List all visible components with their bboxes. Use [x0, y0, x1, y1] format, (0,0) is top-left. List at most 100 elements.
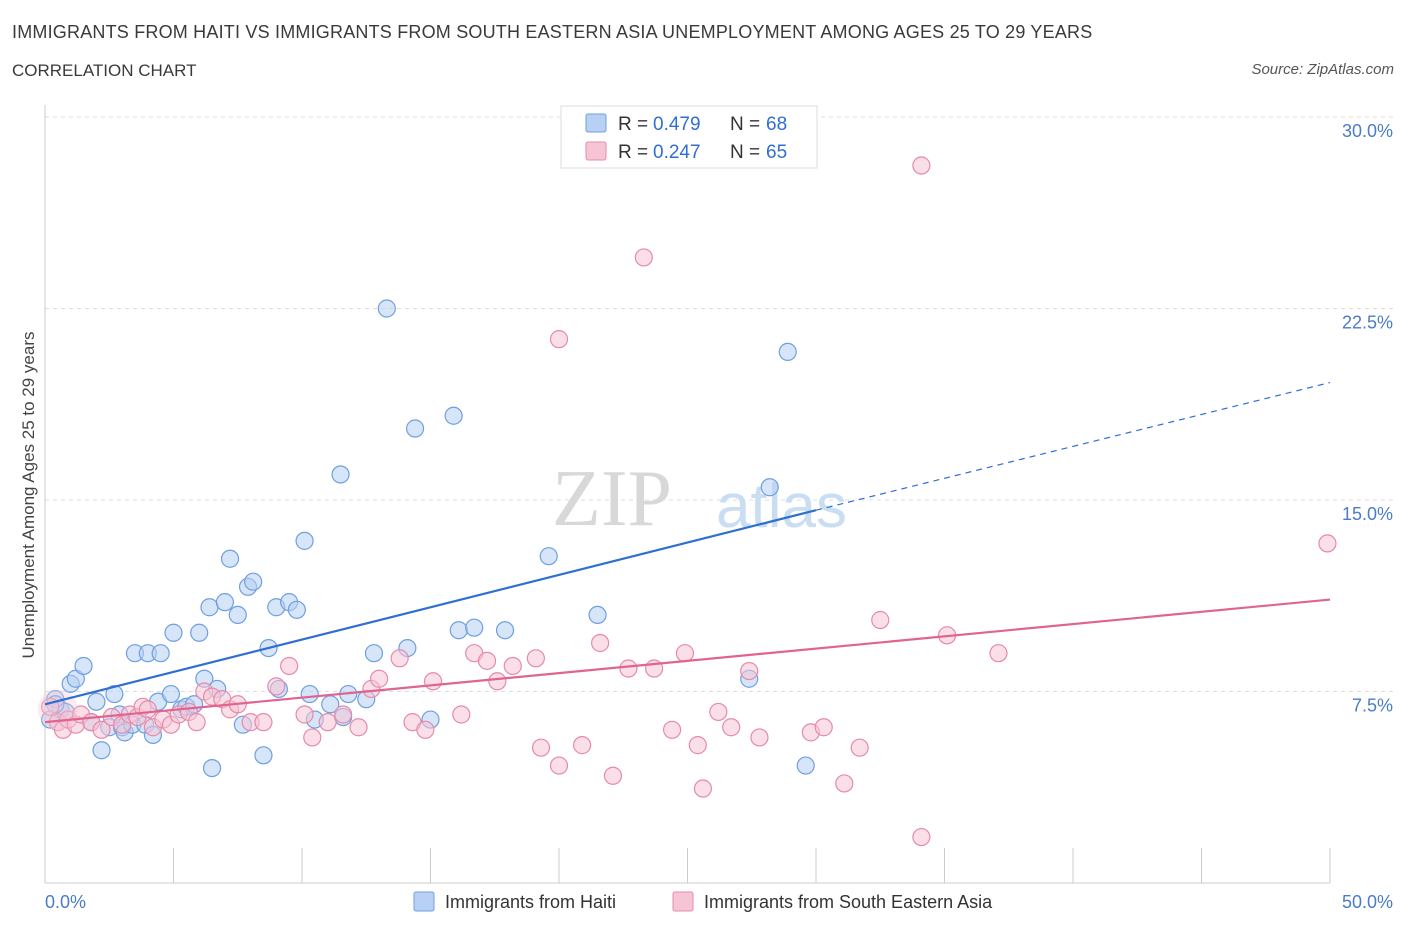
- haiti-r-label: R =: [618, 114, 648, 135]
- sea-point: [549, 330, 569, 349]
- sea-point: [750, 728, 769, 747]
- sea-point: [254, 713, 273, 732]
- haiti-point: [449, 621, 468, 640]
- axes: [44, 105, 1331, 884]
- y-tick-label-1: 15.0%: [1342, 504, 1393, 524]
- y-axis-label: Unemployment Among Ages 25 to 29 years: [19, 332, 38, 659]
- sea-point: [452, 705, 471, 724]
- legend-haiti-swatch: [413, 891, 435, 912]
- haiti-point: [215, 593, 234, 612]
- haiti-point: [539, 547, 558, 566]
- sea-point: [526, 649, 545, 668]
- sea-point: [912, 827, 931, 847]
- sea-point: [477, 651, 497, 670]
- haiti-n-value: 68: [766, 114, 787, 135]
- sea-point: [1318, 534, 1337, 553]
- gridlines: [45, 116, 1395, 692]
- correlation-legend: R = 0.479 N = 68 R = 0.247 N = 65: [560, 105, 818, 169]
- x-tick-label-0: 0.0%: [45, 892, 86, 912]
- haiti-point: [405, 419, 425, 438]
- sea-point: [722, 718, 741, 737]
- sea-point: [850, 738, 869, 757]
- sea-point: [693, 779, 713, 798]
- sea-point: [709, 702, 728, 722]
- haiti-point: [778, 342, 797, 362]
- sea-point: [835, 774, 854, 793]
- y-tick-label-3: 30.0%: [1342, 121, 1393, 141]
- series-legend: Immigrants from Haiti Immigrants from So…: [413, 891, 993, 912]
- haiti-point: [220, 549, 240, 568]
- haiti-point: [105, 684, 124, 704]
- haiti-point: [444, 406, 463, 425]
- sea-point: [531, 738, 551, 757]
- x-tick-labels: 0.0% 50.0%: [45, 892, 1393, 912]
- sea-point: [349, 718, 368, 737]
- sea-point: [334, 705, 353, 724]
- sea-point: [423, 672, 443, 691]
- haiti-trend-line: [44, 509, 817, 706]
- sea-point: [488, 672, 507, 691]
- haiti-point: [295, 531, 314, 550]
- sea-n-value: 65: [766, 142, 787, 163]
- haiti-point: [244, 572, 263, 591]
- watermark: ZIP atlas: [552, 455, 847, 543]
- sea-trend-line: [44, 598, 1331, 724]
- haiti-point: [465, 618, 484, 637]
- y-tick-label-0: 7.5%: [1352, 696, 1393, 716]
- sea-points: [37, 156, 1337, 847]
- haiti-point: [87, 692, 106, 711]
- watermark-zip: ZIP: [552, 455, 672, 543]
- sea-point: [187, 713, 206, 732]
- haiti-point: [287, 600, 306, 619]
- haiti-point: [364, 644, 384, 663]
- haiti-point: [228, 605, 247, 625]
- sea-origin-cluster: [37, 689, 78, 730]
- sea-point: [503, 656, 522, 676]
- haiti-point: [331, 465, 350, 484]
- sea-point: [912, 156, 931, 175]
- y-tick-label-2: 22.5%: [1342, 313, 1393, 333]
- sea-point: [603, 766, 623, 785]
- sea-point: [318, 713, 337, 732]
- haiti-point: [588, 605, 607, 625]
- legend-haiti-label: Immigrants from Haiti: [445, 892, 616, 912]
- sea-point: [416, 720, 435, 739]
- haiti-point: [92, 741, 111, 760]
- haiti-n-label: N =: [730, 114, 760, 135]
- haiti-point: [202, 758, 222, 778]
- sea-point: [688, 736, 707, 755]
- haiti-point: [200, 598, 219, 617]
- haiti-point: [495, 621, 515, 640]
- sea-point: [280, 656, 299, 676]
- haiti-point: [300, 684, 319, 704]
- haiti-point: [254, 746, 273, 765]
- sea-point: [573, 736, 592, 755]
- sea-swatch: [585, 141, 607, 161]
- haiti-point: [377, 299, 396, 318]
- x-tick-label-1: 50.0%: [1342, 892, 1393, 912]
- sea-point: [295, 705, 314, 724]
- sea-r-label: R =: [618, 142, 648, 163]
- haiti-point: [190, 623, 209, 642]
- sea-point: [370, 669, 389, 688]
- sea-n-label: N =: [730, 142, 760, 163]
- haiti-point: [760, 478, 779, 497]
- haiti-r-value: 0.479: [653, 114, 701, 135]
- sea-point: [138, 700, 157, 719]
- trend-lines: [44, 381, 1331, 724]
- sea-point: [662, 720, 682, 739]
- legend-sea-label: Immigrants from South Eastern Asia: [704, 892, 993, 912]
- sea-point: [267, 677, 286, 696]
- sea-point: [634, 248, 653, 267]
- haiti-point: [74, 656, 93, 676]
- sea-r-value: 0.247: [653, 142, 701, 163]
- chart-subtitle: CORRELATION CHART: [12, 61, 197, 80]
- haiti-point: [164, 623, 183, 642]
- legend-sea-swatch: [672, 891, 694, 912]
- haiti-swatch: [585, 113, 607, 133]
- source-label: Source: ZipAtlas.com: [1251, 61, 1394, 78]
- sea-point: [92, 720, 111, 739]
- sea-point: [675, 644, 695, 663]
- sea-point: [619, 659, 638, 678]
- haiti-point: [796, 756, 815, 775]
